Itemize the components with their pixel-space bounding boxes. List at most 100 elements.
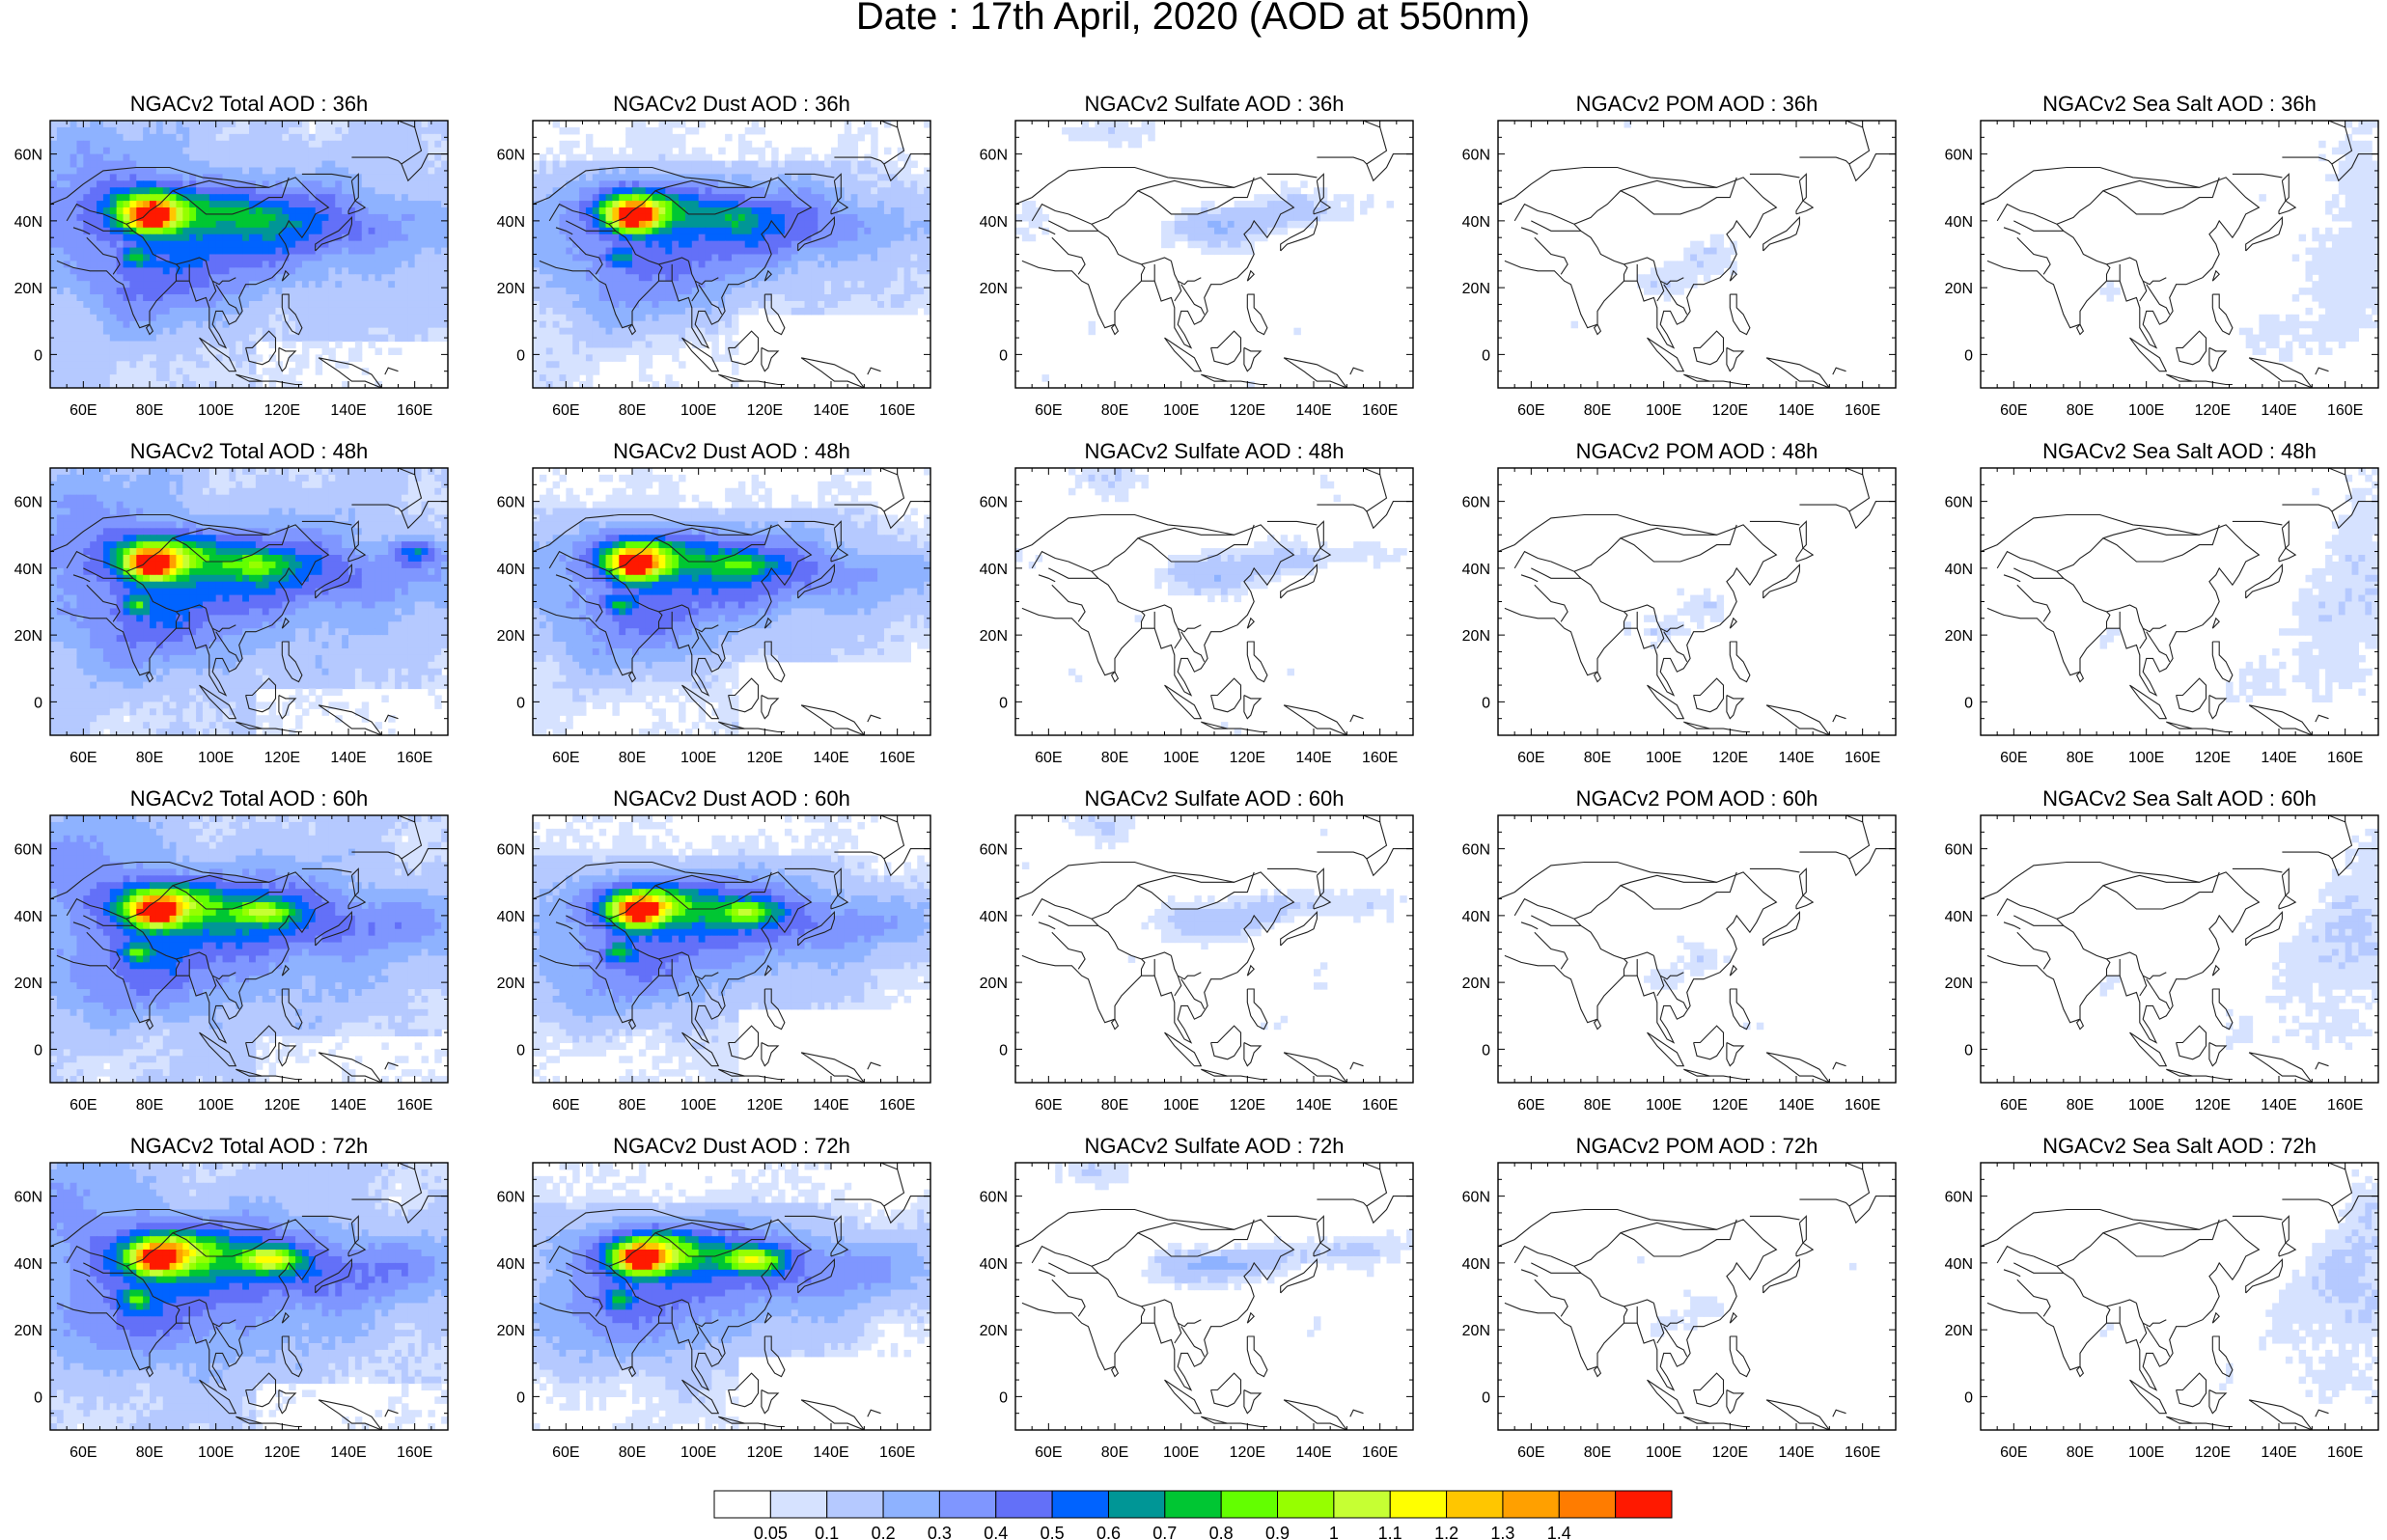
x-tick-label: 140E [2261, 750, 2296, 766]
panel-title: NGACv2 Sulfate AOD : 36h [1084, 92, 1344, 116]
x-tick-label: 140E [813, 750, 848, 766]
panel-title: NGACv2 Sulfate AOD : 72h [1084, 1134, 1344, 1158]
y-tick-label: 60N [497, 495, 525, 511]
map-panel-pom-60h: NGACv2 POM AOD : 60h 60E 80E 100E 120E 140E 16… [1462, 786, 1897, 1114]
y-tick-label: 40N [1462, 1256, 1490, 1273]
x-tick-label: 80E [2067, 402, 2094, 419]
y-tick-label: 0 [34, 1042, 42, 1059]
colorbar-swatch [882, 1490, 940, 1519]
x-tick-label: 60E [1035, 750, 1062, 766]
colorbar-label: 0.6 [1096, 1524, 1121, 1540]
coastlines [50, 468, 448, 735]
map-panel-seasalt-72h: NGACv2 Sea Salt AOD : 72h 60E 80E 100E 120E 1… [1945, 1134, 2379, 1461]
aod-shading [2099, 121, 2378, 362]
y-tick-label: 20N [1945, 1323, 1973, 1339]
y-tick-label: 60N [980, 495, 1008, 511]
y-tick-label: 40N [1462, 214, 1490, 231]
colorbar-swatch [1051, 1490, 1109, 1519]
x-tick-label: 80E [136, 402, 163, 419]
x-tick-label: 140E [330, 750, 366, 766]
x-tick-label: 140E [330, 402, 366, 419]
x-tick-label: 140E [1295, 1097, 1331, 1114]
y-tick-label: 60N [1945, 148, 1973, 164]
map-panel-dust-60h: NGACv2 Dust AOD : 60h 60E 80E 100E 120E 140E 1… [497, 786, 931, 1114]
x-tick-label: 60E [1035, 1444, 1062, 1461]
y-tick-label: 60N [1462, 495, 1490, 511]
aod-shading [1021, 815, 1407, 1031]
x-tick-label: 100E [680, 402, 716, 419]
x-tick-label: 140E [2261, 402, 2296, 419]
x-tick-label: 140E [1295, 1444, 1331, 1461]
y-tick-label: 60N [14, 495, 42, 511]
x-tick-label: 100E [1646, 1444, 1681, 1461]
y-tick-label: 0 [1482, 347, 1490, 364]
y-tick-label: 20N [1945, 281, 1973, 297]
colorbar-swatch [1333, 1490, 1391, 1519]
colorbar-swatch [1446, 1490, 1504, 1519]
x-tick-label: 140E [330, 1097, 366, 1114]
panel-title: NGACv2 POM AOD : 48h [1576, 439, 1818, 463]
y-tick-label: 40N [497, 1256, 525, 1273]
x-tick-label: 60E [1517, 1444, 1544, 1461]
aod-shading [1015, 121, 1394, 388]
y-tick-label: 40N [497, 214, 525, 231]
colorbar-label: 1.4 [1547, 1524, 1571, 1540]
x-tick-label: 80E [1101, 1444, 1128, 1461]
x-tick-label: 100E [680, 1444, 716, 1461]
x-tick-label: 160E [879, 750, 915, 766]
x-tick-label: 100E [1163, 402, 1199, 419]
y-tick-label: 40N [497, 562, 525, 578]
y-tick-label: 40N [1462, 562, 1490, 578]
colorbar-label: 0.7 [1152, 1524, 1177, 1540]
map-background [1015, 815, 1413, 1083]
x-tick-label: 160E [879, 402, 915, 419]
panel-title: NGACv2 Dust AOD : 48h [613, 439, 850, 463]
x-tick-label: 100E [2128, 402, 2164, 419]
page-title: Date : 17th April, 2020 (AOD at 550nm) [856, 0, 1530, 38]
x-tick-label: 160E [879, 1444, 915, 1461]
x-tick-label: 80E [1584, 1444, 1611, 1461]
x-tick-label: 160E [397, 1097, 432, 1114]
x-tick-label: 60E [1517, 1097, 1544, 1114]
x-tick-label: 160E [2327, 402, 2363, 419]
x-tick-label: 140E [1295, 402, 1331, 419]
map-panel-sulfate-60h: NGACv2 Sulfate AOD : 60h 60E 80E 100E 120E 14… [980, 786, 1414, 1114]
aod-shading [2099, 828, 2378, 1050]
y-tick-label: 60N [497, 148, 525, 164]
colorbar-label: 1 [1329, 1524, 1339, 1540]
map-panel-total-36h: NGACv2 Total AOD : 36h 60E 80E 100E 120E 140E… [14, 92, 449, 419]
x-tick-label: 100E [1163, 750, 1199, 766]
x-tick-label: 100E [198, 1444, 234, 1461]
x-tick-label: 80E [1101, 1097, 1128, 1114]
aod-shading [1015, 468, 1407, 735]
x-tick-label: 160E [2327, 750, 2363, 766]
coastlines [1498, 468, 1896, 735]
y-tick-label: 20N [1462, 976, 1490, 992]
panel-title: NGACv2 Sea Salt AOD : 36h [2042, 92, 2317, 116]
x-tick-label: 80E [1584, 402, 1611, 419]
y-tick-label: 20N [1462, 628, 1490, 645]
map-panel-pom-72h: NGACv2 POM AOD : 72h 60E 80E 100E 120E 140E 16… [1462, 1134, 1897, 1461]
y-tick-label: 20N [14, 628, 42, 645]
x-tick-label: 120E [2195, 402, 2231, 419]
x-tick-label: 120E [1712, 402, 1748, 419]
y-tick-label: 60N [497, 1190, 525, 1206]
y-tick-label: 20N [1462, 1323, 1490, 1339]
panel-title: NGACv2 Sulfate AOD : 48h [1084, 439, 1344, 463]
y-tick-label: 40N [1945, 214, 1973, 231]
x-tick-label: 60E [69, 1097, 97, 1114]
x-tick-label: 80E [619, 1097, 646, 1114]
colorbar-label: 0.05 [754, 1524, 788, 1540]
aod-shading [1637, 1255, 1857, 1337]
y-tick-label: 0 [34, 347, 42, 364]
x-tick-label: 60E [69, 750, 97, 766]
y-tick-label: 0 [34, 695, 42, 711]
x-tick-label: 120E [747, 1444, 783, 1461]
panel-title: NGACv2 POM AOD : 72h [1576, 1134, 1818, 1158]
x-tick-label: 120E [1230, 1444, 1265, 1461]
map-panel-pom-36h: NGACv2 POM AOD : 36h 60E 80E 100E 120E 140E 16… [1462, 92, 1897, 419]
x-tick-label: 120E [1712, 1097, 1748, 1114]
y-tick-label: 40N [980, 1256, 1008, 1273]
y-tick-label: 0 [1482, 1042, 1490, 1059]
panel-title: NGACv2 Sulfate AOD : 60h [1084, 786, 1344, 811]
